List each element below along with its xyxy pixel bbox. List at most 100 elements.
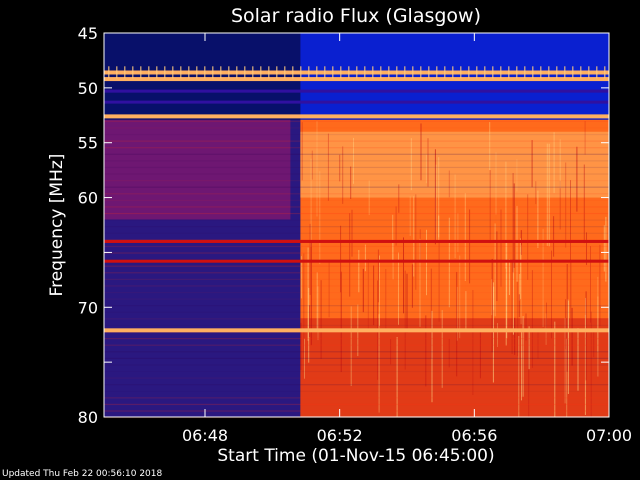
freq-stripe xyxy=(104,127,609,129)
burst-streak xyxy=(438,241,440,322)
burst-streak xyxy=(565,299,566,350)
burst-streak xyxy=(527,194,529,280)
burst-streak xyxy=(368,180,370,215)
burst-streak xyxy=(328,259,330,318)
freq-stripe xyxy=(104,252,609,254)
burst-streak xyxy=(493,286,495,310)
freq-stripe xyxy=(104,232,609,234)
burst-streak xyxy=(364,244,366,272)
burst-streak xyxy=(425,315,427,387)
burst-streak xyxy=(603,225,605,272)
interference-tick xyxy=(188,66,190,79)
freq-stripe xyxy=(104,120,609,122)
interference-tick xyxy=(220,66,222,79)
freq-stripe xyxy=(104,338,609,340)
interference-tick xyxy=(596,66,598,79)
burst-streak xyxy=(379,255,380,326)
x-tick-label: 06:52 xyxy=(317,426,363,445)
interference-tick xyxy=(588,66,590,79)
interference-tick xyxy=(444,66,446,79)
burst-streak xyxy=(425,154,427,184)
burst-streak xyxy=(554,321,556,417)
y-tick-label: 55 xyxy=(78,134,98,153)
interference-tick xyxy=(508,66,510,79)
freq-stripe xyxy=(104,370,609,373)
interference-band xyxy=(104,77,609,82)
burst-streak xyxy=(392,214,394,263)
interference-tick xyxy=(268,66,270,79)
burst-streak xyxy=(351,209,353,257)
burst-streak xyxy=(316,121,318,217)
interference-tick xyxy=(108,66,110,79)
burst-streak xyxy=(584,121,586,155)
dark-band xyxy=(104,100,609,104)
x-axis-ticks: 06:48 06:52 06:56 07:00 xyxy=(182,33,632,445)
burst-streak xyxy=(413,196,415,277)
burst-streak xyxy=(310,158,312,247)
burst-streak xyxy=(521,330,522,401)
interference-tick xyxy=(348,66,350,79)
freq-stripe xyxy=(104,173,609,175)
top-band-pre xyxy=(104,33,301,120)
burst-streak xyxy=(583,164,585,244)
burst-streak xyxy=(420,123,422,181)
burst-streak xyxy=(411,264,413,308)
burst-streak xyxy=(531,270,533,368)
burst-streak xyxy=(505,161,507,269)
interference-tick xyxy=(476,66,478,79)
interference-tick xyxy=(524,66,526,79)
burst-streak xyxy=(489,170,491,244)
burst-streak xyxy=(535,181,537,205)
burst-streak xyxy=(570,180,571,263)
interference-tick xyxy=(572,66,574,79)
burst-streak xyxy=(559,180,561,230)
burst-streak xyxy=(320,280,322,359)
freq-stripe xyxy=(104,384,609,386)
burst-streak xyxy=(358,250,360,293)
burst-streak xyxy=(395,206,397,246)
burst-streak xyxy=(307,247,309,341)
burst-streak xyxy=(590,311,592,417)
dark-band xyxy=(104,89,609,93)
burst-streak xyxy=(514,317,516,355)
freq-stripe xyxy=(104,199,609,201)
burst-streak xyxy=(553,216,555,257)
interference-tick xyxy=(172,66,174,79)
burst-streak xyxy=(511,260,513,354)
freq-stripe xyxy=(104,272,609,274)
burst-streak xyxy=(403,237,404,314)
interference-tick xyxy=(212,66,214,79)
interference-tick xyxy=(180,66,182,79)
burst-streak xyxy=(506,240,508,339)
freq-stripe xyxy=(104,193,609,195)
x-tick-label: 07:00 xyxy=(586,426,632,445)
burst-streak xyxy=(518,273,520,301)
freq-stripe xyxy=(104,239,609,241)
interference-tick xyxy=(228,66,230,79)
y-axis-label: Frequency [MHz] xyxy=(47,154,67,297)
burst-streak xyxy=(327,133,329,201)
burst-streak xyxy=(419,229,421,262)
interference-tick xyxy=(340,66,342,79)
burst-streak xyxy=(599,244,601,327)
burst-streak xyxy=(479,329,481,379)
plot-frame xyxy=(103,32,610,418)
interference-tick xyxy=(252,66,254,79)
burst-streak xyxy=(584,314,586,415)
burst-streak xyxy=(537,330,539,359)
burst-streak xyxy=(525,313,527,341)
freq-stripe xyxy=(104,186,609,188)
burst-streak xyxy=(434,149,436,245)
burst-streak xyxy=(597,296,599,377)
interference-tick xyxy=(204,66,206,79)
burst-streak xyxy=(390,339,392,365)
burst-streak xyxy=(301,122,303,181)
freq-stripe xyxy=(104,311,609,313)
interference-tick xyxy=(156,66,158,79)
burst-streak xyxy=(567,300,569,394)
freq-stripe xyxy=(104,397,609,399)
interference-tick xyxy=(564,66,566,79)
interference-tick xyxy=(540,66,542,79)
burst-streak xyxy=(520,245,522,325)
